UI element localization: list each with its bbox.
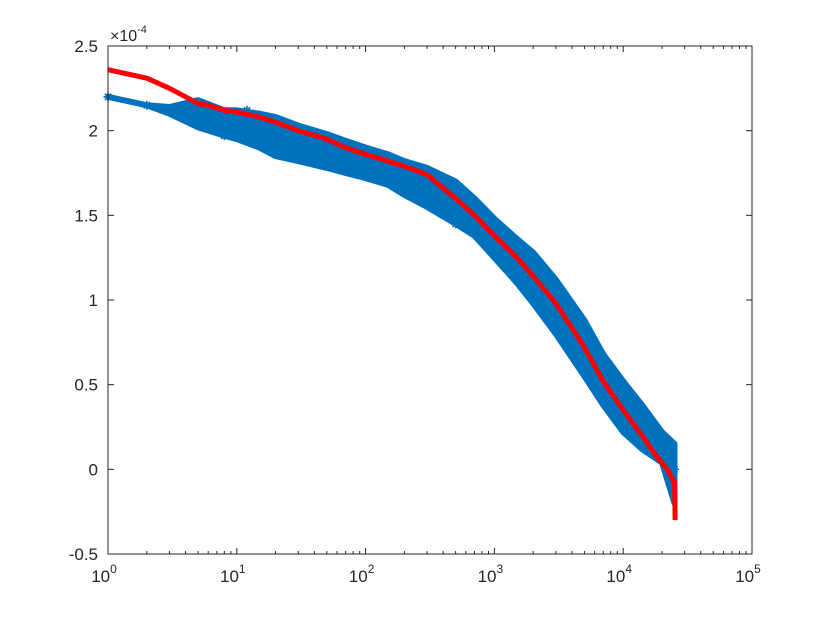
y-tick-label: -0.5: [69, 545, 98, 564]
y-tick-label: 1: [89, 291, 98, 310]
x-tick-base: 10: [349, 567, 368, 586]
y-tick-label: 0.5: [74, 376, 98, 395]
scatter-point: [332, 156, 342, 166]
scatter-point: [551, 303, 561, 313]
scatter-point: [489, 236, 499, 246]
x-tick-exponent: 0: [110, 562, 117, 576]
y-multiplier-label: ×10-4: [110, 24, 147, 45]
x-tick-label: 102: [349, 562, 375, 586]
scatter-point: [399, 173, 409, 183]
x-tick-label: 105: [735, 562, 761, 586]
trend-line-layer: [107, 67, 678, 521]
scatter-point: [212, 117, 222, 127]
scatter-point: [258, 126, 268, 136]
scatter-point: [361, 163, 371, 173]
scatter-point: [309, 151, 319, 161]
y-tick-label: 1.5: [74, 206, 98, 225]
x-tick-base: 10: [478, 567, 497, 586]
scatter-point: [203, 117, 213, 127]
scatter-point: [242, 105, 252, 115]
scatter-point: [669, 464, 679, 474]
x-tick-exponent: 5: [754, 562, 761, 576]
x-tick-base: 10: [606, 567, 625, 586]
scatter-point: [271, 134, 281, 144]
x-tick-base: 10: [220, 567, 239, 586]
x-tick-exponent: 3: [497, 562, 504, 576]
x-tick-exponent: 4: [625, 562, 632, 576]
x-axis: 100 101 102 103 104 105: [91, 46, 761, 586]
x-tick-label: 101: [220, 562, 246, 586]
x-tick-exponent: 2: [368, 562, 375, 576]
scatter-point: [219, 131, 229, 141]
x-tick-base: 10: [91, 567, 110, 586]
scatter-point: [657, 439, 667, 449]
scatter-point: [142, 100, 152, 110]
scatter-point: [451, 219, 461, 229]
trend-line: [107, 67, 678, 521]
y-tick-label: 2.5: [74, 37, 98, 56]
x-tick-label: 104: [606, 562, 632, 586]
scatter-point: [226, 126, 236, 136]
scatter-point: [164, 105, 174, 115]
scatter-point: [181, 104, 191, 114]
scatter-point: [628, 414, 638, 424]
x-tick-base: 10: [735, 567, 754, 586]
scatter-point: [251, 117, 261, 127]
scatter-point: [422, 173, 432, 183]
x-tick-label: 103: [478, 562, 504, 586]
y-tick-label: 0: [89, 460, 98, 479]
y-tick-label: 2: [89, 122, 98, 141]
y-axis: 2.5 2 1.5 1 0.5 0 -0.5: [69, 37, 752, 564]
x-tick-label: 100: [91, 562, 117, 586]
scatter-point: [293, 143, 303, 153]
x-tick-exponent: 1: [239, 562, 246, 576]
scatter-point: [283, 139, 293, 149]
